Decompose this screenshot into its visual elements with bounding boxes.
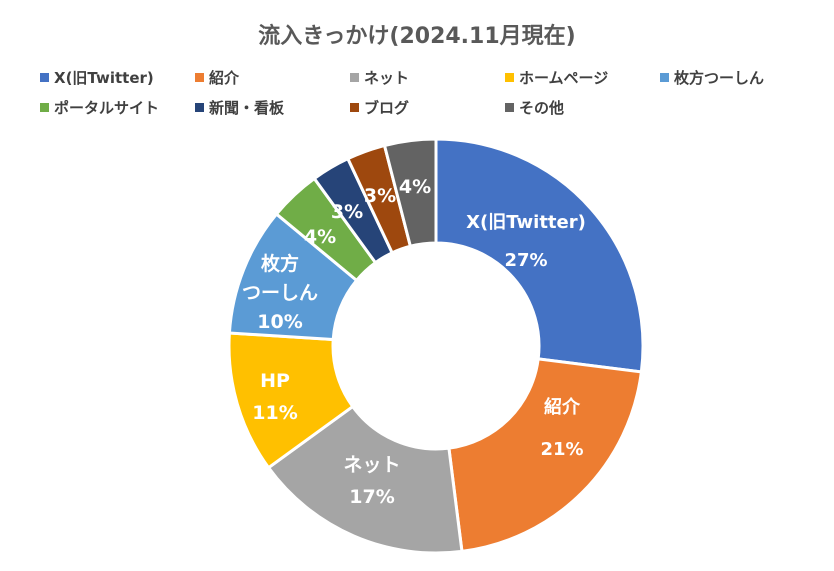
legend-swatch: [195, 72, 204, 82]
doughnut-slice[interactable]: [447, 357, 644, 554]
legend-label: その他: [519, 98, 565, 117]
data-label: つーしん: [242, 282, 318, 304]
legend-item-shoukai[interactable]: 紹介: [195, 67, 350, 88]
legend-swatch: [350, 72, 359, 82]
legend-swatch: [350, 102, 359, 112]
data-label: 21%: [540, 439, 583, 460]
legend-item-homepage[interactable]: ホームページ: [505, 67, 660, 88]
legend-row: ポータルサイト 新聞・看板 ブログ その他: [40, 92, 820, 122]
legend-label: ブログ: [364, 98, 410, 117]
legend-swatch: [505, 102, 514, 112]
data-label: 4%: [304, 226, 336, 248]
legend-label: 新聞・看板: [209, 98, 285, 117]
legend-item-portal-site[interactable]: ポータルサイト: [40, 97, 195, 118]
legend-label: ネット: [364, 68, 410, 87]
data-label: 4%: [399, 176, 431, 198]
data-label: X(旧Twitter): [466, 212, 586, 233]
data-label: 27%: [504, 250, 547, 271]
legend-swatch: [505, 72, 514, 82]
data-label: HP: [260, 370, 290, 392]
legend-swatch: [195, 102, 204, 112]
legend-item-x-twitter[interactable]: X(旧Twitter): [40, 67, 195, 88]
legend-label: ポータルサイト: [54, 98, 160, 117]
data-label: 3%: [331, 201, 363, 223]
legend-swatch: [40, 72, 49, 82]
legend-label: X(旧Twitter): [54, 68, 154, 87]
legend-label: 枚方つーしん: [674, 68, 765, 87]
legend-item-other[interactable]: その他: [505, 97, 660, 118]
data-label: 紹介: [544, 396, 581, 418]
chart-title: 流入きっかけ(2024.11月現在): [258, 24, 576, 49]
legend: X(旧Twitter) 紹介 ネット ホームページ 枚方つーしん ポータルサイト…: [40, 62, 820, 122]
legend-label: 紹介: [209, 68, 240, 87]
doughnut-slice[interactable]: [382, 137, 438, 249]
data-label: 17%: [349, 486, 394, 508]
data-label: ネット: [343, 454, 400, 476]
legend-item-newspaper-sign[interactable]: 新聞・看板: [195, 97, 350, 118]
legend-item-blog[interactable]: ブログ: [350, 97, 505, 118]
legend-item-hirakata-tsushin[interactable]: 枚方つーしん: [660, 67, 800, 88]
data-label: 11%: [252, 402, 297, 424]
legend-item-net[interactable]: ネット: [350, 67, 505, 88]
data-label: 3%: [364, 185, 396, 207]
legend-swatch: [660, 72, 669, 82]
legend-label: ホームページ: [519, 68, 609, 87]
doughnut-slice[interactable]: [266, 404, 464, 555]
legend-swatch: [40, 102, 49, 112]
legend-row: X(旧Twitter) 紹介 ネット ホームページ 枚方つーしん: [40, 62, 820, 92]
doughnut-slice[interactable]: [434, 137, 645, 374]
data-label: 10%: [257, 311, 302, 333]
data-label: 枚方: [261, 252, 299, 275]
